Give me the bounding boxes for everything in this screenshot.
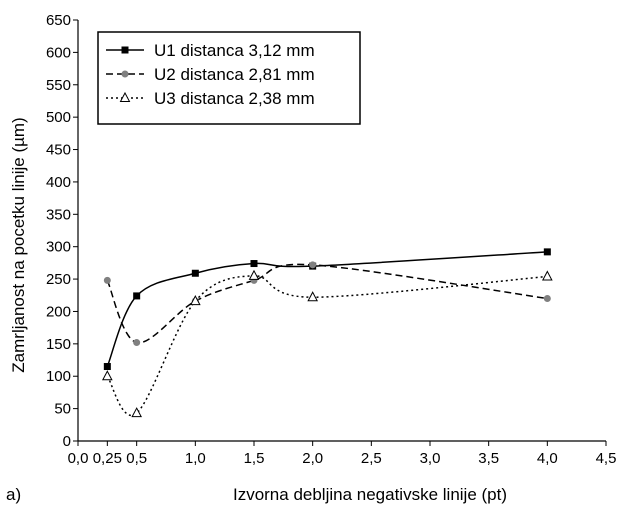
x-tick-label: 2,5 bbox=[361, 450, 382, 467]
series-3-point bbox=[248, 269, 260, 280]
y-tick-label: 450 bbox=[46, 142, 71, 159]
series-2-point bbox=[309, 261, 317, 269]
x-tick-label: 4,5 bbox=[596, 450, 617, 467]
series-3-point bbox=[131, 407, 142, 418]
y-tick-label: 550 bbox=[46, 77, 71, 94]
series-2-point bbox=[543, 295, 551, 303]
legend-label-1: U1 distanca 3,12 mm bbox=[154, 41, 315, 60]
x-tick-label: 3,5 bbox=[478, 450, 499, 467]
panel-label: a) bbox=[6, 485, 21, 504]
y-tick-label: 350 bbox=[46, 206, 71, 223]
series-1-line bbox=[106, 251, 548, 367]
series-2-line bbox=[106, 263, 548, 344]
series-1-point bbox=[543, 248, 551, 256]
x-tick-label-extra: 0,25 bbox=[93, 450, 122, 467]
series-1-point bbox=[250, 260, 258, 268]
series-markers bbox=[102, 248, 553, 418]
ticks: 0 50 100 150 200 250 300 350 400 450 500 550 600 650 0… bbox=[46, 12, 616, 467]
x-tick-label: 0,5 bbox=[126, 450, 147, 467]
series-2-point bbox=[133, 339, 141, 347]
legend-marker-3 bbox=[119, 91, 131, 102]
legend-box bbox=[97, 31, 361, 125]
y-tick-label: 600 bbox=[46, 44, 71, 61]
legend-marker-1 bbox=[121, 46, 129, 54]
series-2-point bbox=[103, 276, 111, 284]
y-tick-label: 0 bbox=[63, 433, 71, 450]
x-tick-label: 1,0 bbox=[185, 450, 206, 467]
y-tick-label: 150 bbox=[46, 336, 71, 353]
y-tick-label: 500 bbox=[46, 109, 71, 126]
x-tick-label: 2,0 bbox=[302, 450, 323, 467]
x-tick-label: 1,5 bbox=[244, 450, 265, 467]
series-3-point bbox=[102, 370, 113, 381]
series-1-point bbox=[191, 269, 199, 277]
x-tick-label: 0,0 bbox=[68, 450, 89, 467]
legend-marker-2 bbox=[121, 70, 129, 78]
x-tick-label: 4,0 bbox=[537, 450, 558, 467]
series-3-point bbox=[542, 270, 553, 281]
series-1-point bbox=[133, 292, 141, 300]
series-curves bbox=[106, 251, 548, 417]
y-axis-title: Zamrljanost na pocetku linije (µm) bbox=[9, 117, 28, 372]
axes bbox=[77, 20, 606, 442]
legend-label-2: U2 distanca 2,81 mm bbox=[154, 65, 315, 84]
legend-label-3: U3 distanca 2,38 mm bbox=[154, 89, 315, 108]
x-tick-label: 3,0 bbox=[420, 450, 441, 467]
series-3-point bbox=[190, 295, 201, 306]
y-tick-label: 250 bbox=[46, 271, 71, 288]
legend: U1 distanca 3,12 mm U2 distanca 2,81 mm U3… bbox=[97, 31, 361, 125]
series-3-line bbox=[106, 275, 548, 417]
series-3-point bbox=[307, 291, 318, 302]
y-tick-label: 300 bbox=[46, 239, 71, 256]
y-tick-label: 650 bbox=[46, 12, 71, 29]
y-tick-label: 200 bbox=[46, 303, 71, 320]
y-tick-label: 100 bbox=[46, 368, 71, 385]
series-1-point bbox=[103, 363, 111, 371]
y-tick-label: 400 bbox=[46, 174, 71, 191]
x-axis-title: Izvorna debljina negativske linije (pt) bbox=[233, 485, 507, 504]
y-tick-label: 50 bbox=[54, 401, 71, 418]
